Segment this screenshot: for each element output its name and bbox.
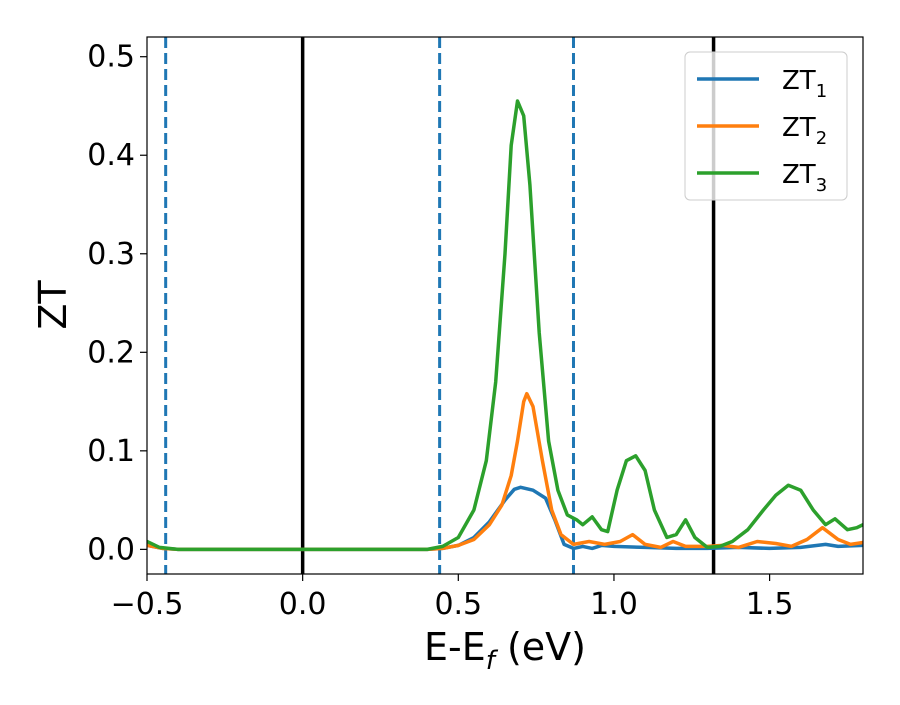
- x-axis-label-unit: (eV): [495, 625, 586, 669]
- series-line-zt3: [147, 99, 863, 552]
- legend-box: [684, 51, 848, 201]
- x-tick-label: −0.5: [111, 587, 184, 622]
- legend-label-zt2: ZT2: [782, 113, 827, 149]
- plot-frame: [146, 36, 864, 575]
- series-line-zt2: [147, 391, 863, 552]
- y-tick-label: 0.5: [87, 40, 135, 75]
- legend-label-zt1: ZT1: [782, 66, 827, 102]
- x-tick-label: 0.5: [434, 587, 482, 622]
- x-axis-label: E-Ef (eV): [424, 625, 586, 676]
- x-axis-label-main: E-E: [424, 625, 486, 669]
- y-tick-label: 0.0: [87, 532, 135, 567]
- y-tick-label: 0.2: [87, 335, 135, 370]
- legend-label-zt3: ZT3: [782, 160, 827, 196]
- x-tick-label: 1.5: [746, 587, 794, 622]
- y-axis-label: ZT: [31, 280, 75, 330]
- legend: ZT1 ZT2 ZT3: [684, 51, 848, 201]
- y-tick-label: 0.1: [87, 434, 135, 469]
- x-tick-label: 0.0: [279, 587, 327, 622]
- x-tick-label: 1.0: [590, 587, 638, 622]
- axis-ticks: −0.5 0.0 0.5 1.0 1.5 0.0 0.1 0.2 0.3 0.4 0.5: [87, 40, 793, 622]
- y-tick-label: 0.4: [87, 138, 135, 173]
- y-tick-label: 0.3: [87, 237, 135, 272]
